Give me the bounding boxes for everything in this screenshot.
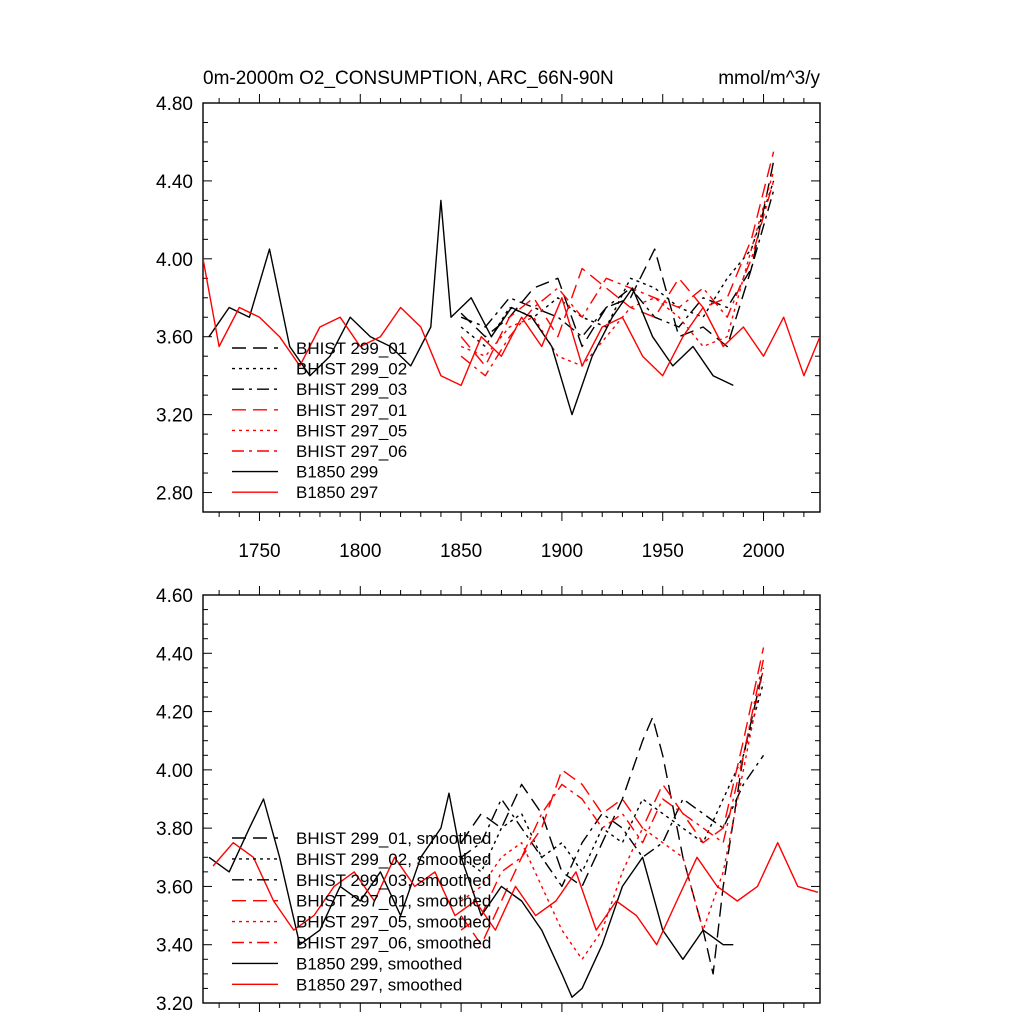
y-tick-label: 2.80 <box>156 484 193 505</box>
legend-label: BHIST 299_01, smoothed <box>296 829 491 848</box>
series-line <box>460 667 765 960</box>
chart-units: mmol/m^3/y <box>718 68 820 89</box>
series-line <box>460 180 775 348</box>
series-line <box>208 792 734 998</box>
legend-label: BHIST 297_06, smoothed <box>296 934 491 953</box>
series-line <box>460 667 765 975</box>
chart-title: 0m-2000m O2_CONSUMPTION, ARC_66N-90N <box>203 68 614 89</box>
legend-label: BHIST 299_03 <box>296 380 407 399</box>
series-line <box>208 199 734 416</box>
series-line <box>460 647 765 946</box>
y-tick-label: 4.80 <box>156 94 193 115</box>
legend-label: BHIST 299_02 <box>296 360 407 379</box>
plot-frame <box>202 102 821 513</box>
series-line <box>203 258 820 387</box>
series-line <box>460 190 775 338</box>
series-group <box>203 151 820 416</box>
series-group <box>208 647 819 998</box>
legend-label: BHIST 297_05, smoothed <box>296 913 491 932</box>
legend-label: BHIST 297_01 <box>296 401 407 420</box>
y-tick-label: 4.40 <box>156 644 193 665</box>
series-line <box>460 682 765 873</box>
series-line <box>460 171 775 367</box>
y-tick-label: 3.20 <box>156 994 193 1015</box>
series-line <box>460 658 765 931</box>
legend-label: BHIST 299_03, smoothed <box>296 871 491 890</box>
x-tick-label: 1850 <box>440 541 482 562</box>
x-tick-label: 1950 <box>642 541 684 562</box>
series-line <box>212 842 819 946</box>
x-tick-label: 1900 <box>541 541 583 562</box>
chart-panel-2: 3.20 3.40 3.60 3.80 4.00 4.20 4.40 4.60 BHIST 29… <box>156 586 821 1015</box>
y-tick-label: 3.80 <box>156 819 193 840</box>
y-tick-label: 4.00 <box>156 761 193 782</box>
legend-label: B1850 299 <box>296 463 378 482</box>
legend-label: BHIST 299_02, smoothed <box>296 850 491 869</box>
x-tick-label: 2000 <box>742 541 784 562</box>
legend-label: B1850 297 <box>296 483 378 502</box>
chart-panel-1: 2.80 3.20 3.60 4.00 4.40 4.80 1750 1800 1850 1900… <box>156 94 821 562</box>
legend-label: BHIST 299_01 <box>296 339 407 358</box>
y-tick-label: 3.60 <box>156 877 193 898</box>
y-tick-label: 4.60 <box>156 586 193 607</box>
y-tick-label: 4.40 <box>156 172 193 193</box>
legend-label: B1850 299, smoothed <box>296 954 462 973</box>
x-tick-label: 1800 <box>339 541 381 562</box>
y-tick-label: 3.20 <box>156 406 193 427</box>
x-tick-label: 1750 <box>238 541 280 562</box>
y-tick-label: 4.00 <box>156 250 193 271</box>
legend-label: BHIST 297_06 <box>296 442 407 461</box>
legend-label: BHIST 297_01, smoothed <box>296 892 491 911</box>
legend-label: B1850 297, smoothed <box>296 975 462 994</box>
y-tick-label: 3.60 <box>156 328 193 349</box>
y-tick-label: 4.20 <box>156 703 193 724</box>
y-tick-label: 3.40 <box>156 936 193 957</box>
legend-label: BHIST 297_05 <box>296 421 407 440</box>
series-line <box>460 151 775 367</box>
